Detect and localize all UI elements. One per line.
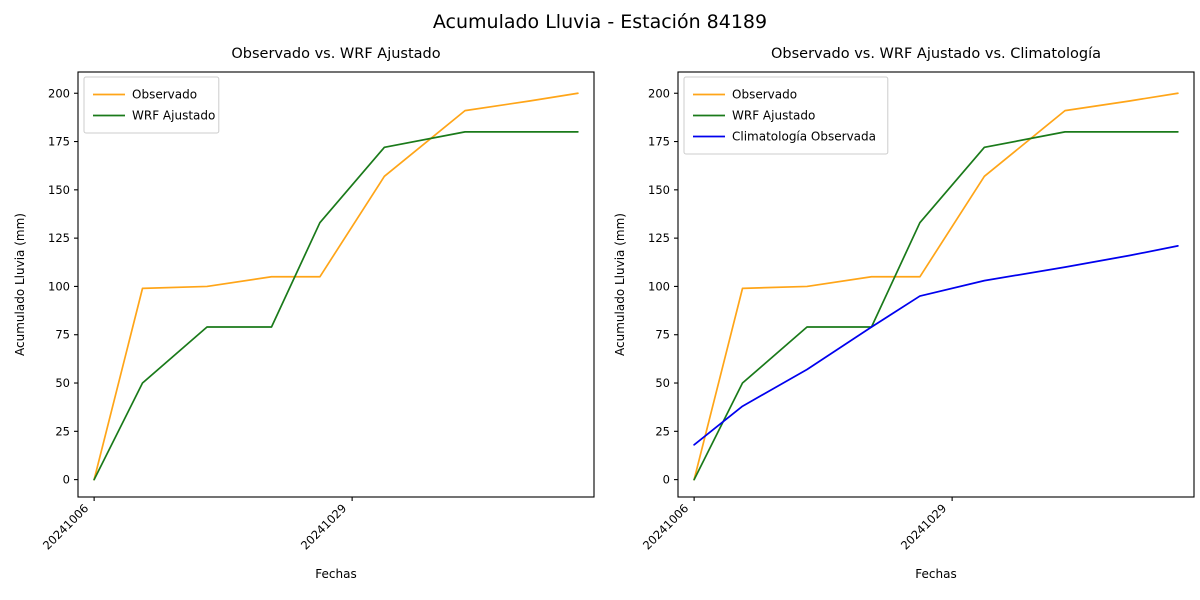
plot-frame [677,71,1195,498]
x-tick-label: 20241029 [298,501,349,552]
figure-suptitle: Acumulado Lluvia - Estación 84189 [432,11,768,33]
y-tick-label: 150 [48,183,70,197]
y-tick-label: 175 [648,135,670,149]
series-line-climatolog-a-observada [693,245,1179,446]
y-tick-label: 125 [48,231,70,245]
y-axis-title: Acumulado Lluvia (mm) [13,213,27,356]
y-tick-label: 0 [663,473,670,487]
legend-label: WRF Ajustado [132,109,215,123]
y-tick-label: 200 [648,86,670,100]
subplot-title: Observado vs. WRF Ajustado [231,46,440,62]
y-tick-label: 100 [48,279,70,293]
subplot-title: Observado vs. WRF Ajustado vs. Climatolo… [771,46,1101,62]
x-axis-title: Fechas [315,567,356,581]
subplot-observado-wrf-climatologia: Observado vs. WRF Ajustado vs. Climatolo… [600,0,1200,600]
y-tick-label: 75 [55,328,70,342]
y-tick-label: 150 [648,183,670,197]
legend: Observado WRF Ajustado Climatología Observ… [683,76,889,155]
legend-label: Climatología Observada [732,130,876,144]
y-tick-label: 125 [648,231,670,245]
x-axis-title: Fechas [915,567,956,581]
plot-frame [77,71,595,498]
x-axis: 20241006 20241029 [40,497,353,553]
y-tick-label: 25 [655,424,670,438]
series-line-wrf-ajustado [693,131,1179,481]
legend-label: WRF Ajustado [732,109,815,123]
y-tick-label: 50 [655,376,670,390]
legend-label: Observado [732,88,797,102]
x-tick-label: 20241006 [640,501,691,552]
chart-svg-left: Observado vs. WRF Ajustado 0 25 50 75 100 125 1… [13,46,595,581]
legend-label: Observado [132,88,197,102]
series-line-observado [693,92,1179,481]
legend-box [83,76,220,134]
legend: Observado WRF Ajustado [83,76,220,134]
y-axis: 0 25 50 75 100 125 150 175 200 [648,86,678,487]
y-tick-label: 25 [55,424,70,438]
x-tick-label: 20241006 [40,501,91,552]
y-tick-label: 100 [648,279,670,293]
y-tick-label: 75 [655,328,670,342]
y-tick-label: 200 [48,86,70,100]
y-tick-label: 0 [63,473,70,487]
y-tick-label: 175 [48,135,70,149]
subplot-observado-wrf: Observado vs. WRF Ajustado 0 25 50 75 100 125 1… [13,46,595,581]
legend-box [683,76,889,155]
series-line-wrf-ajustado [93,131,579,481]
y-tick-label: 50 [55,376,70,390]
x-tick-label: 20241029 [898,501,949,552]
y-axis-title: Acumulado Lluvia (mm) [613,213,627,356]
x-axis: 20241006 20241029 [640,497,953,553]
chart-svg-right: Observado vs. WRF Ajustado vs. Climatolo… [613,46,1195,581]
y-axis: 0 25 50 75 100 125 150 175 200 [48,86,78,487]
series-line-observado [93,92,579,481]
